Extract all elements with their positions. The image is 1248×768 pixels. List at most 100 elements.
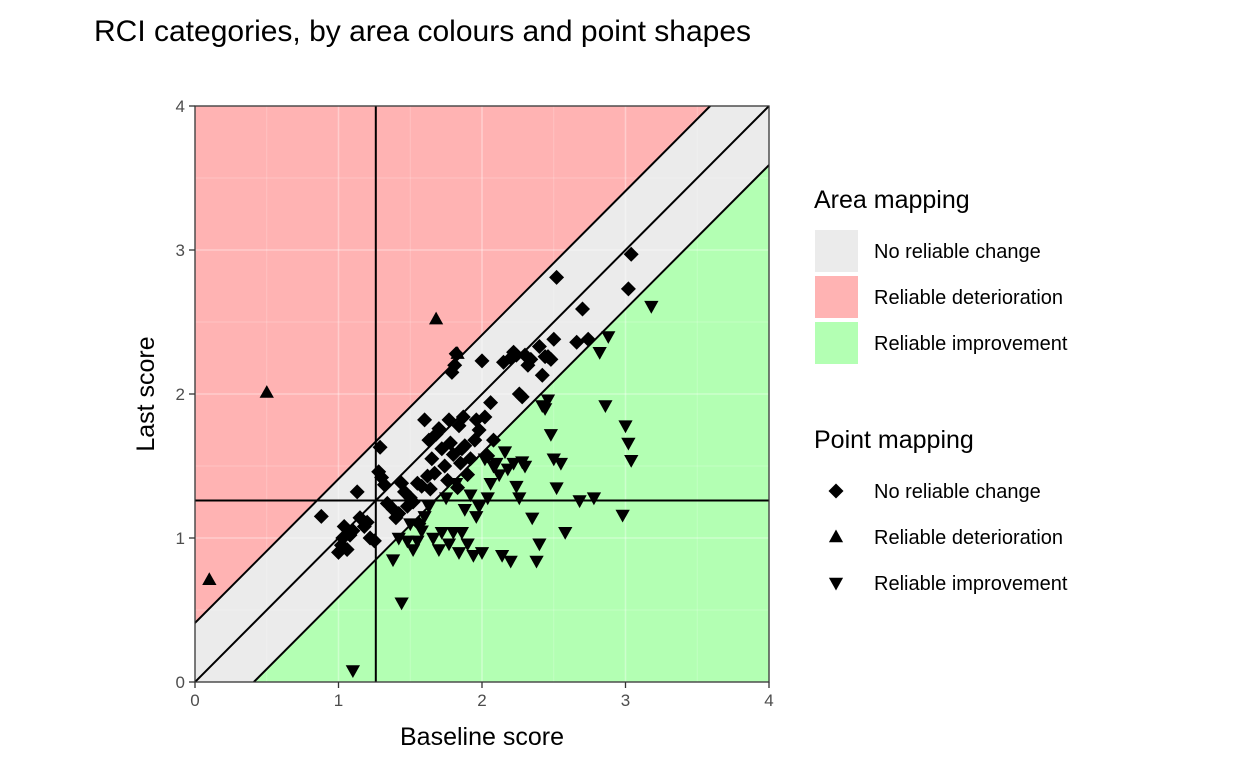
point-no-change (441, 412, 457, 428)
point-improvement (400, 535, 415, 549)
area-legend-title: Area mapping (814, 186, 970, 214)
point-improvement (472, 501, 487, 514)
point-improvement (503, 555, 518, 569)
x-tick-label: 4 (764, 691, 773, 710)
x-axis-title: Baseline score (400, 723, 564, 751)
point-improvement (621, 437, 636, 451)
y-axis-title: Last score (132, 336, 160, 451)
point-improvement (538, 403, 553, 416)
x-tick-label: 0 (190, 691, 199, 710)
point-improvement (529, 555, 544, 569)
point-no-change (366, 533, 382, 549)
point-improvement (601, 331, 616, 344)
point-no-change (623, 246, 639, 262)
rci-lower-line (253, 164, 769, 682)
point-improvement (489, 457, 504, 471)
point-no-change (474, 353, 490, 369)
point-improvement (644, 300, 659, 314)
data-points (202, 246, 659, 678)
point-improvement (525, 512, 540, 526)
point-improvement (532, 538, 547, 552)
point-improvement (434, 527, 449, 540)
point-improvement (553, 457, 568, 471)
plot-panel (195, 106, 769, 682)
point-legend-label: Reliable deterioration (874, 527, 1063, 549)
point-improvement (417, 511, 432, 524)
point-improvement (406, 544, 421, 557)
point-deterioration (429, 311, 444, 325)
point-deterioration (202, 572, 217, 585)
point-improvement (509, 480, 524, 494)
point-improvement (414, 525, 429, 539)
point-deterioration (259, 385, 274, 398)
point-improvement (615, 509, 630, 523)
point-improvement (460, 538, 475, 552)
point-improvement (410, 535, 425, 549)
point-improvement (598, 400, 613, 413)
point-no-change (339, 542, 355, 557)
point-no-change (534, 367, 550, 383)
point-improvement (549, 482, 564, 496)
point-no-change (575, 301, 590, 317)
x-axis-ticks: 0 1 2 3 4 (190, 682, 774, 710)
point-no-change (543, 351, 559, 367)
point-improvement (426, 532, 441, 546)
point-no-change (437, 458, 453, 474)
point-improvement (495, 550, 510, 563)
point-improvement (572, 495, 587, 509)
point-improvement (477, 453, 492, 467)
point-improvement (463, 489, 478, 503)
point-improvement (394, 597, 409, 611)
x-tick-label: 3 (621, 691, 630, 710)
point-legend: Point mapping No reliable change Reliable… (814, 426, 1068, 595)
y-tick-label: 2 (176, 385, 185, 404)
point-improvement (439, 492, 454, 506)
point-no-change (349, 484, 365, 500)
point-improvement (431, 544, 447, 557)
x-tick-label: 2 (477, 691, 486, 710)
y-axis-ticks: 0 1 2 3 4 (176, 97, 195, 692)
point-no-change (477, 409, 493, 425)
point-improvement (497, 446, 513, 460)
area-legend-label: Reliable improvement (874, 333, 1068, 355)
point-improvement (512, 492, 527, 506)
point-improvement (517, 460, 533, 474)
area-legend-swatch (815, 276, 858, 318)
point-no-change (508, 347, 524, 363)
point-no-change (345, 523, 361, 539)
point-no-change (471, 422, 487, 438)
point-no-change (422, 481, 438, 497)
point-no-change (455, 409, 471, 425)
reference-lines (195, 106, 769, 682)
point-no-change (569, 334, 585, 350)
y-tick-label: 3 (176, 241, 185, 260)
point-no-change (514, 389, 530, 405)
point-improvement (480, 492, 495, 506)
point-no-change (523, 351, 539, 367)
y-tick-label: 1 (176, 529, 185, 548)
point-no-change (376, 477, 392, 493)
point-improvement (457, 504, 472, 517)
point-improvement (543, 429, 558, 442)
point-improvement (441, 538, 457, 552)
point-no-change (580, 331, 596, 347)
point-legend-key (828, 483, 844, 499)
point-no-change (463, 451, 478, 467)
x-tick-label: 1 (334, 691, 343, 710)
area-legend-swatch (815, 322, 858, 364)
y-tick-label: 4 (176, 97, 185, 116)
point-improvement (345, 665, 360, 678)
point-no-change (431, 421, 447, 437)
point-improvement (454, 527, 469, 540)
point-improvement (403, 518, 418, 532)
chart-title: RCI categories, by area colours and poin… (94, 15, 751, 48)
point-no-change (483, 395, 499, 411)
point-improvement (506, 457, 521, 471)
point-improvement (466, 550, 481, 563)
point-legend-key (828, 577, 844, 591)
point-no-change (391, 506, 407, 521)
point-no-change (531, 339, 547, 354)
point-no-change (417, 412, 433, 428)
point-no-change (457, 438, 473, 454)
